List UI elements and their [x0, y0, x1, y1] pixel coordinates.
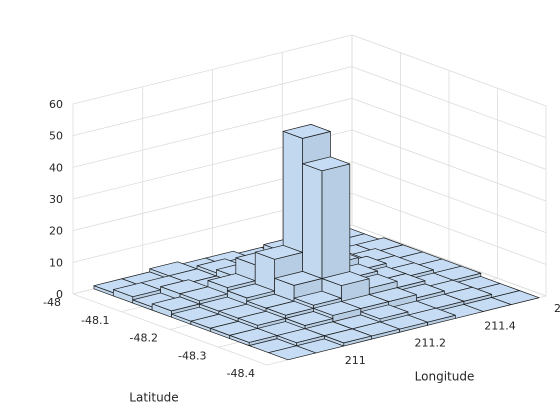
bar-top	[207, 273, 256, 288]
bar-top	[112, 282, 161, 298]
x-tick-label: 211.4	[484, 319, 516, 332]
bar-top	[302, 156, 351, 172]
back-wall-grid-line	[72, 34, 353, 105]
side-wall-grid-line	[351, 97, 547, 170]
side-wall-grid-line	[351, 161, 547, 234]
z-tick-label: 10	[49, 256, 63, 269]
z-tick-label: 0	[56, 288, 63, 301]
bar-top	[254, 244, 303, 260]
bar	[268, 345, 317, 361]
side-wall-grid-line	[351, 192, 547, 265]
side-wall-grid-line	[351, 34, 547, 107]
side-wall-grid-line	[351, 224, 547, 297]
y-tick-label: -48	[43, 296, 61, 309]
bar-top	[313, 301, 362, 316]
back-wall-grid-line	[72, 97, 353, 168]
bar-top	[293, 290, 342, 306]
bar-top	[321, 271, 370, 286]
z-tick-label: 20	[49, 225, 63, 238]
bar-top	[151, 296, 200, 312]
bar-top	[268, 345, 317, 361]
y-tick-label: -48.2	[130, 332, 158, 345]
y-tick-label: -48.4	[227, 367, 255, 380]
back-wall-grid-line	[72, 66, 353, 137]
y-tick-label: -48.3	[178, 349, 206, 362]
bar-top	[179, 286, 228, 302]
bar	[229, 328, 278, 346]
bar-top	[276, 328, 325, 344]
z-tick-label: 30	[49, 193, 63, 206]
axes-group: 0 10 20 30 40 50 60 -48 -48.1 -48.2 -48.3 -48.4 211 2…	[43, 98, 560, 380]
bar-top	[274, 271, 323, 286]
x-axis-label: Longitude	[415, 370, 475, 384]
bar-top	[282, 124, 331, 139]
bar	[323, 328, 372, 347]
bar-top	[323, 328, 372, 344]
x-tick-label: 211.6	[554, 302, 560, 315]
bar-top	[229, 328, 278, 343]
bar-top	[360, 304, 409, 320]
bar-top	[265, 300, 314, 316]
bar-top	[237, 310, 286, 326]
z-tick-label: 60	[49, 98, 63, 111]
z-tick-label: 40	[49, 161, 63, 174]
y-axis-label: Latitude	[129, 391, 178, 405]
y-tick-label: -48.1	[81, 314, 109, 327]
bar	[276, 328, 325, 347]
bars-group	[93, 124, 540, 361]
x-tick-label: 211.2	[415, 337, 447, 350]
bar-top	[226, 283, 275, 299]
side-wall-grid-line	[351, 129, 547, 202]
bar-top	[285, 311, 334, 326]
z-tick-label: 50	[49, 130, 63, 143]
x-tick-label: 211	[345, 354, 366, 367]
bar	[302, 156, 351, 305]
side-wall-grid-line	[351, 66, 547, 139]
